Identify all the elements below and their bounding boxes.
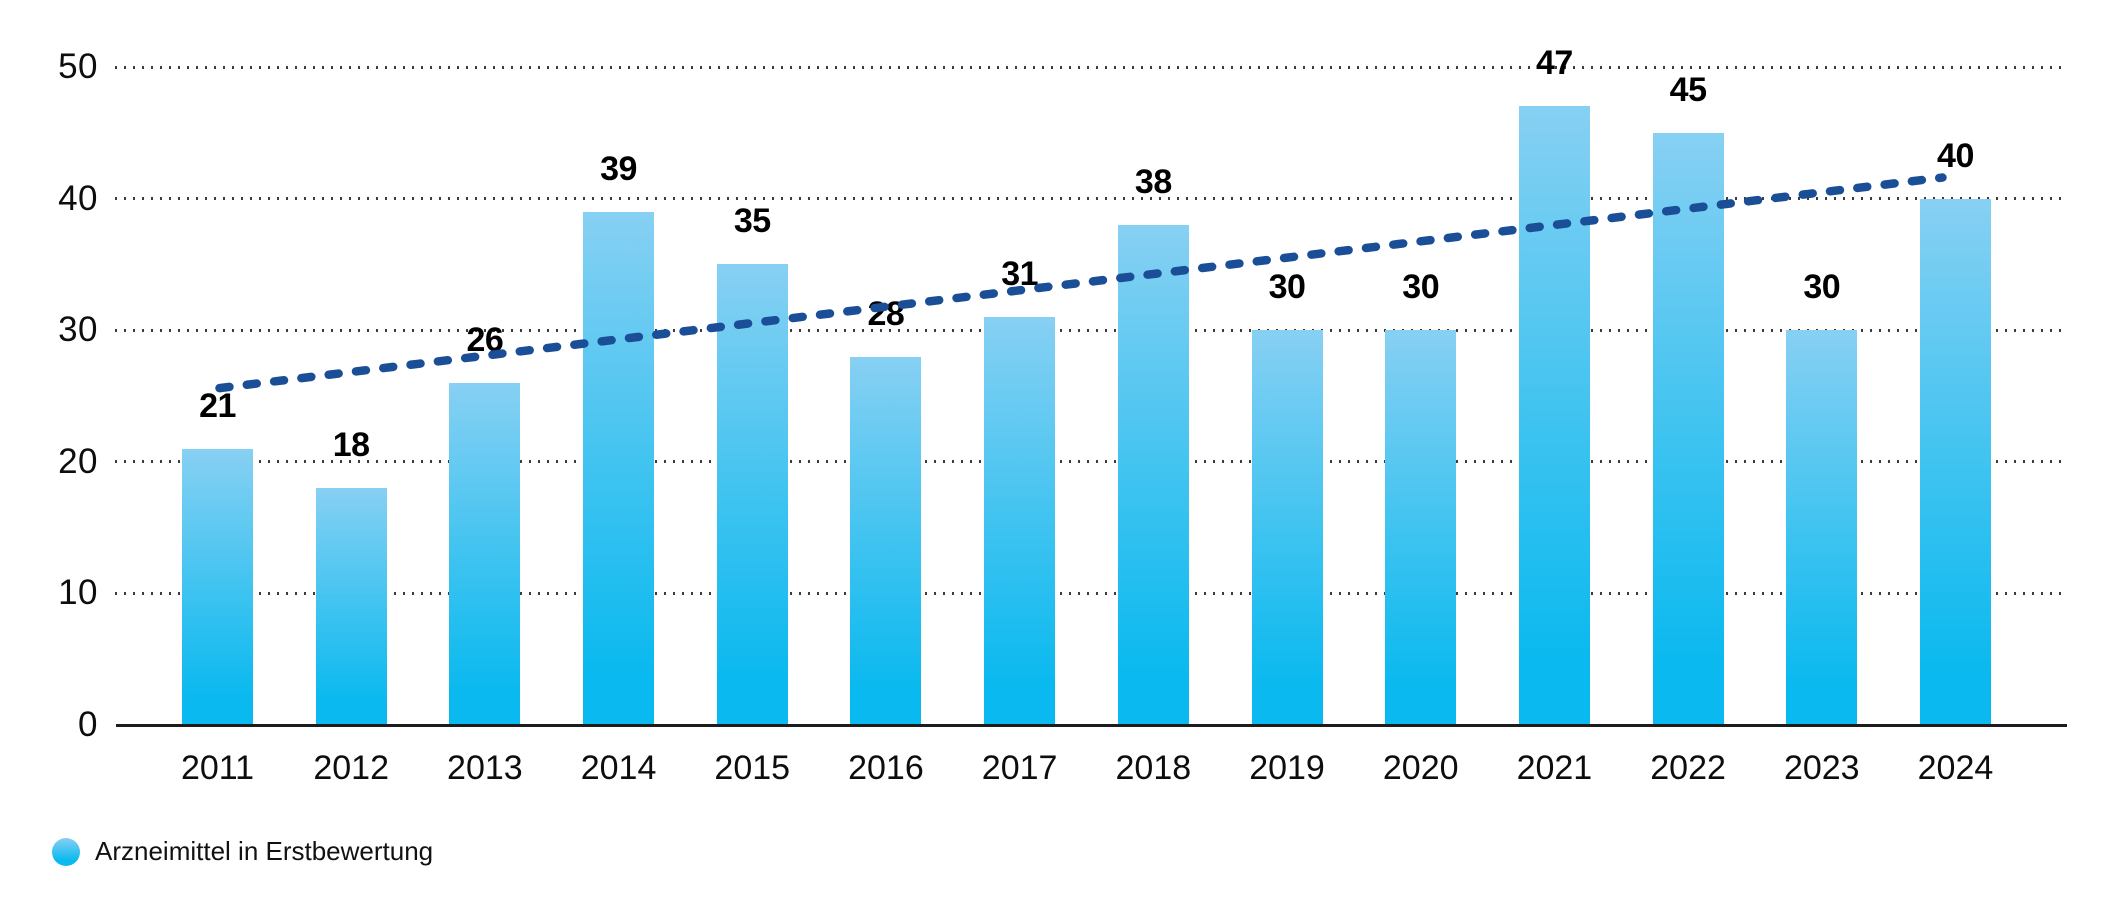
bar-value-label-2011: 21 bbox=[199, 386, 236, 425]
bar-value-label-2023: 30 bbox=[1803, 268, 1841, 307]
legend-series-label: Arzneimittel in Erstbewertung bbox=[95, 836, 434, 866]
x-axis-line bbox=[116, 723, 2067, 727]
gridline-y50 bbox=[115, 65, 2067, 69]
bar-2020 bbox=[1385, 330, 1457, 725]
gridline-y10 bbox=[115, 591, 2067, 595]
x-axis-tick-label-2011: 2011 bbox=[180, 749, 255, 787]
bar-2016 bbox=[850, 356, 922, 725]
bar-value-label-2016: 28 bbox=[867, 294, 905, 333]
x-axis-tick-label-2017: 2017 bbox=[981, 749, 1058, 787]
bar-2021 bbox=[1518, 106, 1590, 725]
bar-value-label-2013: 26 bbox=[466, 320, 504, 359]
bar-2011 bbox=[182, 448, 253, 725]
bar-value-label-2017: 31 bbox=[1001, 255, 1039, 294]
x-axis-tick-label-2022: 2022 bbox=[1650, 749, 1726, 787]
x-axis-tick-label-2012: 2012 bbox=[313, 749, 389, 787]
bar-value-label-2012: 18 bbox=[332, 426, 370, 465]
x-axis-tick-label-2023: 2023 bbox=[1783, 749, 1860, 787]
legend: Arzneimittel in Erstbewertung bbox=[52, 836, 433, 867]
bar-value-label-2018: 38 bbox=[1134, 162, 1172, 201]
bar-value-label-2014: 39 bbox=[600, 149, 637, 188]
x-axis-tick-label-2019: 2019 bbox=[1249, 749, 1325, 787]
y-axis-tick-label: 20 bbox=[58, 441, 98, 481]
bar-value-label-2020: 30 bbox=[1402, 268, 1440, 307]
bar-value-label-2021: 47 bbox=[1535, 44, 1573, 83]
bar-2013 bbox=[449, 382, 521, 725]
gridline-y20 bbox=[115, 460, 2067, 464]
bar-value-label-2015: 35 bbox=[733, 202, 771, 241]
gridline-y30 bbox=[115, 328, 2067, 332]
bar-value-label-2024: 40 bbox=[1937, 136, 1974, 175]
bar-value-label-2019: 30 bbox=[1268, 268, 1306, 307]
x-axis-tick-label-2015: 2015 bbox=[714, 749, 791, 787]
x-axis-tick-label-2020: 2020 bbox=[1382, 749, 1459, 787]
x-axis-tick-label-2014: 2014 bbox=[580, 749, 657, 787]
legend-series-dot-icon bbox=[52, 837, 80, 866]
bar-2022 bbox=[1652, 132, 1724, 725]
y-axis-tick-label: 50 bbox=[58, 47, 98, 86]
bar-2024 bbox=[1919, 198, 1991, 725]
x-axis-tick-label-2021: 2021 bbox=[1516, 749, 1593, 787]
y-axis-tick-label: 30 bbox=[58, 310, 98, 350]
x-axis-tick-label-2018: 2018 bbox=[1115, 749, 1192, 787]
bar-value-label-2022: 45 bbox=[1669, 70, 1707, 109]
y-axis-tick-label: 10 bbox=[58, 573, 98, 613]
bar-2019 bbox=[1251, 330, 1323, 725]
bar-2015 bbox=[716, 264, 788, 725]
bar-2012 bbox=[315, 488, 387, 725]
bar-2017 bbox=[984, 317, 1056, 725]
x-axis-tick-label-2016: 2016 bbox=[848, 749, 924, 787]
y-axis-tick-label: 40 bbox=[58, 178, 98, 218]
bar-2023 bbox=[1786, 330, 1858, 725]
bar-2014 bbox=[583, 211, 655, 725]
x-axis-tick-label-2013: 2013 bbox=[447, 749, 523, 787]
x-axis-tick-label-2024: 2024 bbox=[1917, 749, 1994, 787]
y-axis-tick-label: 0 bbox=[78, 705, 98, 744]
bar-2018 bbox=[1117, 224, 1189, 725]
